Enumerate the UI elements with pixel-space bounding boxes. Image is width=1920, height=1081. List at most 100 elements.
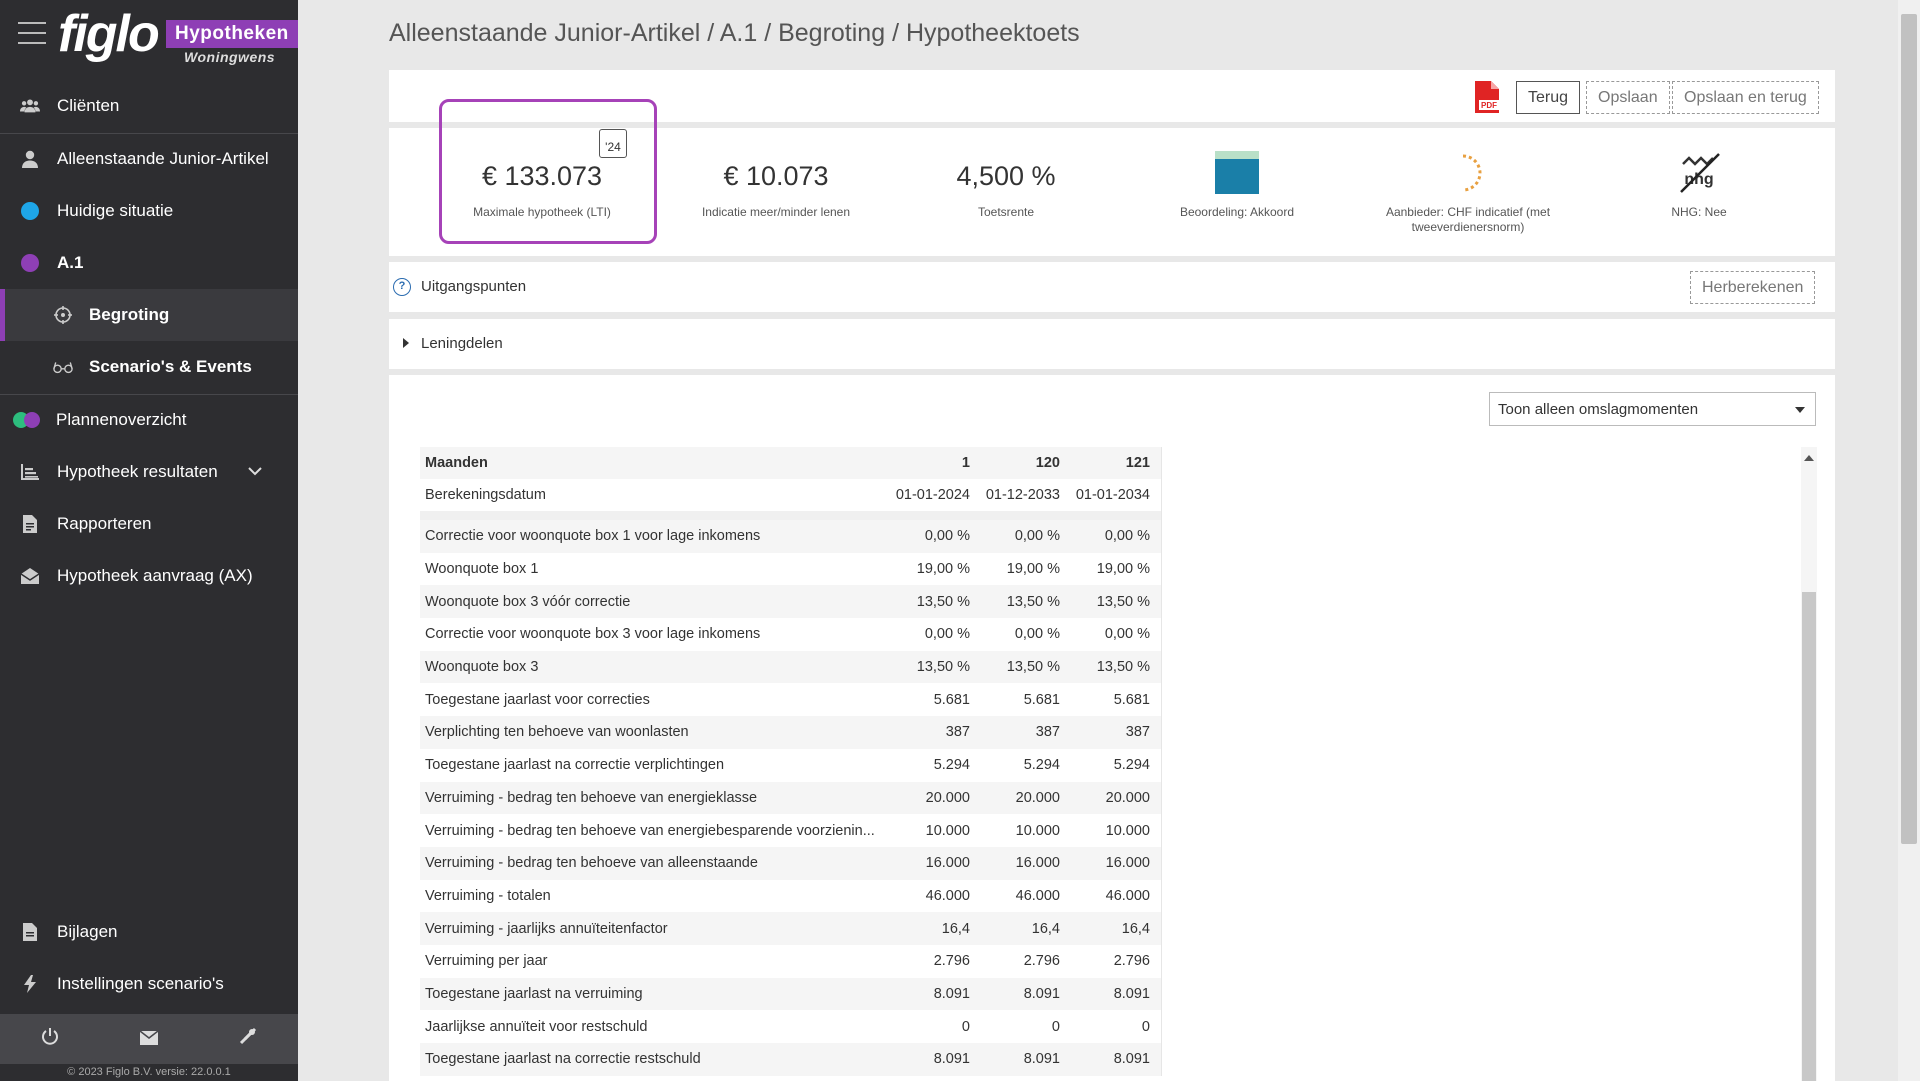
sidebar-item-rapporteren[interactable]: Rapporteren [0,498,298,550]
row-value: 5.681 [1113,691,1150,708]
pdf-icon[interactable]: PDF [1473,81,1499,113]
row-value: 5.294 [1113,757,1150,774]
scroll-thumb[interactable] [1802,592,1816,1081]
toolbar: PDF Terug Opslaan Opslaan en terug [389,70,1835,122]
date-col: 01-01-2024 [895,487,970,503]
dropdown-arrow-icon [1795,407,1805,413]
row-label: Toegestane jaarlast na correctie verplic… [425,757,725,774]
svg-text:nhg: nhg [1684,171,1713,188]
row-value: 19,00 % [1096,561,1150,578]
table-row: Correctie voor woonquote box 1 voor lage… [420,520,1161,553]
sidebar-item-label: Hypotheek aanvraag (AX) [57,566,253,585]
power-icon[interactable] [41,1027,59,1051]
row-value: 13,50 % [1006,593,1060,610]
row-value: 8.091 [933,985,970,1002]
tools-icon[interactable] [239,1027,257,1051]
row-value: 13,50 % [916,659,970,676]
sidebar-item-label: Hypotheek resultaten [57,462,218,481]
copyright: © 2023 Figlo B.V. versie: 22.0.0.1 [67,1066,231,1078]
table-row: Woonquote box 3 13,50 % 13,50 % 13,50 % [420,650,1161,684]
table-row: Toegestane jaarlast na verruiming 8.091 8.… [420,977,1161,1011]
lightning-icon [20,974,40,994]
date-col: 01-01-2034 [1075,487,1150,503]
row-value: 19,00 % [1006,561,1060,578]
table-row: Verplichting ten behoeve van woonlasten 3… [420,716,1161,749]
calculation-table: Maanden 1 120 121 Berekeningsdatum 01-01… [420,447,1162,1076]
sidebar-item-bijlagen[interactable]: Bijlagen [0,906,298,958]
row-value: 387 [1035,724,1060,741]
sidebar-item-client[interactable]: Alleenstaande Junior-Artikel [0,133,298,185]
table-row: Woonquote box 3 vóór correctie 13,50 % 13,… [420,585,1161,619]
sidebar-item-hypotheek-aanvraag[interactable]: Hypotheek aanvraag (AX) [0,550,298,602]
envelope-open-icon [20,566,40,586]
chevron-down-icon[interactable] [248,463,262,481]
kpi-label: Toetsrente [977,205,1035,219]
kpi-label: Beoordeling: Akkoord [1179,205,1295,219]
row-value: 8.091 [1023,1051,1060,1068]
back-button[interactable]: Terug [1516,81,1581,114]
leningdelen-panel[interactable]: Leningdelen [389,319,1835,369]
row-value: 0,00 % [1014,626,1060,643]
row-value: 13,50 % [1096,659,1150,676]
row-value: 16.000 [925,855,970,872]
row-value: 2.796 [933,953,970,970]
filter-select[interactable]: Toon alleen omslagmomenten [1489,392,1816,426]
row-value: 16,4 [941,920,970,937]
mail-icon[interactable] [139,1028,159,1051]
help-icon[interactable]: ? [393,278,411,296]
kpi-label: Indicatie meer/minder lenen [701,205,851,219]
table-row: Verruiming - bedrag ten behoeve van ener… [420,781,1161,815]
uitgangspunten-panel[interactable]: ? Uitgangspunten Herberekenen [389,262,1835,312]
save-and-back-button[interactable]: Opslaan en terug [1672,81,1819,114]
table-scrollbar[interactable] [1801,447,1817,1081]
sidebar-item-clienten[interactable]: Cliënten [0,80,298,132]
brand: figlo Hypotheken Woningwens [0,0,298,70]
page-scroll-thumb[interactable] [1901,14,1917,844]
sidebar-item-label: A.1 [57,253,84,272]
loading-spinner-icon [1453,154,1483,197]
date-label: Berekeningsdatum [425,487,546,503]
row-value: 16.000 [1105,855,1150,872]
row-value: 5.681 [933,691,970,708]
sidebar-item-hypotheek-resultaten[interactable]: Hypotheek resultaten [0,446,298,498]
expand-caret-icon[interactable] [403,338,409,348]
sidebar-item-instellingen[interactable]: Instellingen scenario's [0,958,298,1010]
row-value: 5.294 [1023,757,1060,774]
status-dot-icon [20,201,40,221]
glasses-icon [53,357,73,377]
kpi-value: € 133.073 [481,161,603,191]
row-value: 0,00 % [924,626,970,643]
sidebar-item-label: Rapporteren [57,514,152,533]
row-value: 20.000 [1015,789,1060,806]
sidebar-item-label: Scenario's & Events [89,357,252,376]
table-row: Woonquote box 1 19,00 % 19,00 % 19,00 % [420,552,1161,586]
row-value: 0 [961,1018,970,1035]
page-scrollbar[interactable] [1898,0,1920,1081]
row-value: 0,00 % [1104,528,1150,545]
sidebar-item-scenarios[interactable]: Scenario's & Events [0,341,298,393]
logo: figlo [58,5,160,63]
sidebar-item-huidige-situatie[interactable]: Huidige situatie [0,185,298,237]
sidebar-item-plan-a1[interactable]: A.1 [0,237,298,289]
logo-subtitle: Woningwens [184,49,276,65]
calendar-icon[interactable]: '24 [599,129,627,158]
sidebar-item-begroting[interactable]: Begroting [0,289,298,341]
row-value: 0,00 % [924,528,970,545]
header-label: Maanden [425,455,488,471]
table-row: Verruiming per jaar 2.796 2.796 2.796 [420,944,1161,978]
kpi-label: Maximale hypotheek (LTI) [473,205,611,219]
row-label: Woonquote box 1 [425,561,539,578]
row-value: 387 [945,724,970,741]
scroll-up-arrow-icon[interactable] [1804,455,1814,461]
sidebar-item-plannenoverzicht[interactable]: Plannenoverzicht [0,394,298,446]
row-label: Verruiming - bedrag ten behoeve van alle… [425,855,758,872]
row-value: 46.000 [1015,887,1060,904]
table-row: Verruiming - jaarlijks annuïteitenfactor… [420,912,1161,945]
row-label: Verplichting ten behoeve van woonlasten [425,724,689,741]
row-value: 0,00 % [1104,626,1150,643]
recalculate-button[interactable]: Herberekenen [1690,271,1816,304]
save-button[interactable]: Opslaan [1586,81,1670,114]
row-value: 46.000 [925,887,970,904]
row-value: 387 [1125,724,1150,741]
hamburger-menu-icon[interactable] [18,22,46,46]
